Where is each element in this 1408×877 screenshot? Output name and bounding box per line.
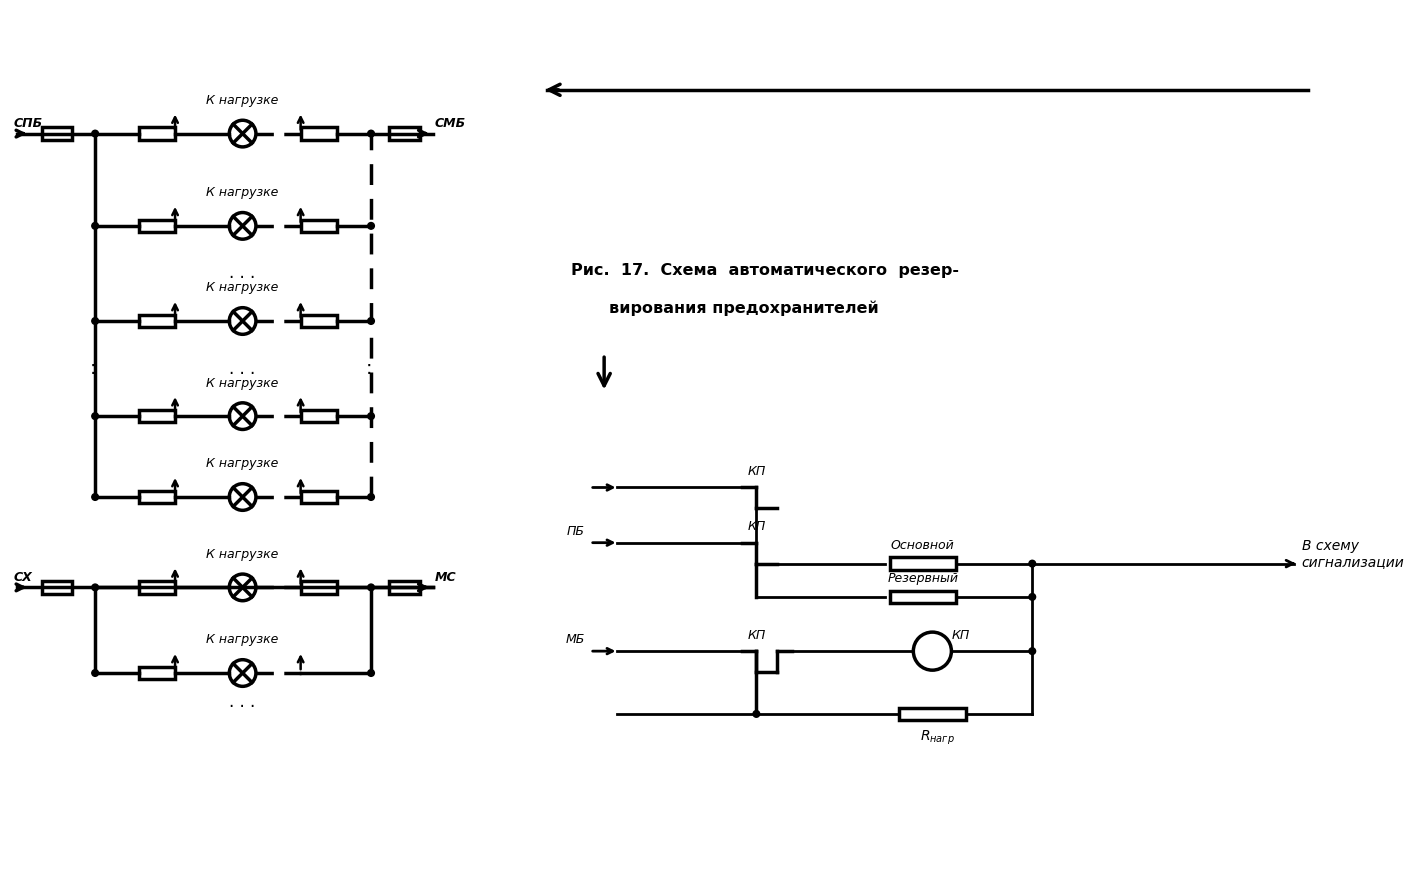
Bar (301, 315, 337, 327)
Bar (139, 219, 175, 232)
Circle shape (92, 223, 99, 229)
Text: КП: КП (748, 520, 766, 533)
Bar (900, 708, 966, 720)
Bar (139, 410, 175, 423)
Bar (139, 581, 175, 594)
Bar (301, 410, 337, 423)
Circle shape (367, 317, 375, 324)
Bar (42, 581, 72, 594)
Text: СХ: СХ (13, 571, 32, 583)
Circle shape (92, 413, 99, 419)
Text: :: : (366, 359, 372, 378)
Text: МБ: МБ (566, 633, 586, 646)
Bar (42, 127, 72, 139)
Text: . . .: . . . (230, 693, 256, 710)
Text: вирования предохранителей: вирования предохранителей (608, 301, 879, 317)
Circle shape (367, 131, 375, 137)
Circle shape (1029, 648, 1036, 654)
Circle shape (92, 584, 99, 591)
Bar (389, 127, 420, 139)
Text: К нагрузке: К нагрузке (207, 633, 279, 646)
Text: СПБ: СПБ (13, 117, 42, 130)
Circle shape (1029, 560, 1036, 567)
Text: . . .: . . . (230, 360, 256, 378)
Bar (139, 667, 175, 679)
Bar (301, 219, 337, 232)
Bar (890, 558, 956, 570)
Text: К нагрузке: К нагрузке (207, 94, 279, 107)
Circle shape (367, 413, 375, 419)
Circle shape (753, 710, 760, 717)
Text: $R_{нагр}$: $R_{нагр}$ (919, 729, 955, 747)
Text: СМБ: СМБ (435, 117, 466, 130)
Bar (139, 127, 175, 139)
Text: ПБ: ПБ (567, 525, 586, 538)
Text: В схему
сигнализации: В схему сигнализации (1301, 539, 1404, 569)
Bar (139, 491, 175, 503)
Bar (890, 591, 956, 603)
Text: Резервный: Резервный (887, 573, 959, 586)
Bar (139, 315, 175, 327)
Text: :: : (90, 359, 97, 378)
Text: К нагрузке: К нагрузке (207, 458, 279, 470)
Text: Основной: Основной (891, 539, 955, 553)
Text: МС: МС (435, 571, 456, 583)
Circle shape (367, 223, 375, 229)
Circle shape (367, 670, 375, 676)
Text: КП: КП (952, 629, 970, 642)
Circle shape (367, 584, 375, 591)
Bar (301, 581, 337, 594)
Circle shape (92, 317, 99, 324)
Bar (301, 491, 337, 503)
Text: К нагрузке: К нагрузке (207, 548, 279, 560)
Text: Рис.  17.  Схема  автоматического  резер-: Рис. 17. Схема автоматического резер- (570, 263, 959, 278)
Text: КП: КП (748, 465, 766, 478)
Circle shape (1029, 594, 1036, 600)
Text: КП: КП (748, 629, 766, 642)
Bar (301, 127, 337, 139)
Circle shape (92, 670, 99, 676)
Text: К нагрузке: К нагрузке (207, 376, 279, 389)
Text: . . .: . . . (230, 265, 256, 282)
Text: К нагрузке: К нагрузке (207, 282, 279, 295)
Circle shape (92, 494, 99, 501)
Text: К нагрузке: К нагрузке (207, 186, 279, 199)
Circle shape (92, 131, 99, 137)
Bar (389, 581, 420, 594)
Circle shape (367, 494, 375, 501)
